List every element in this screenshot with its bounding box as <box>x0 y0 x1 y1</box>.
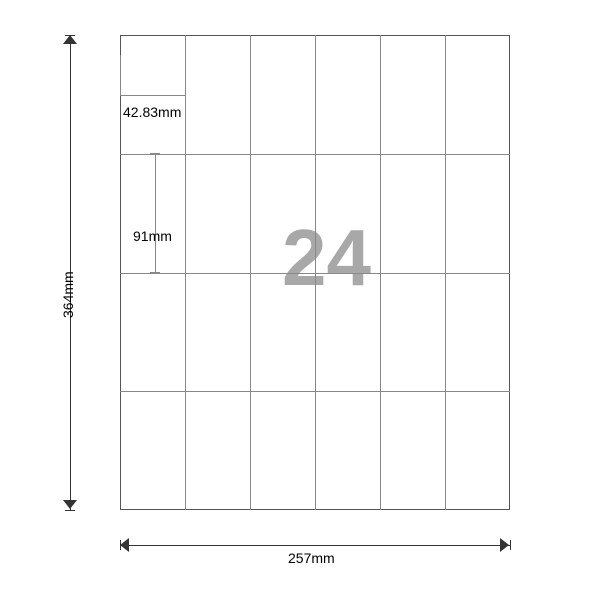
width-dim-arrow-left <box>120 538 129 552</box>
grid-row-line <box>120 391 510 392</box>
width-dim-tick-right <box>510 540 511 550</box>
cell-width-tick-top <box>120 95 185 96</box>
height-dim-tick-bottom <box>65 510 75 511</box>
width-dim-label: 257mm <box>288 550 335 566</box>
grid-row-line <box>120 154 510 155</box>
cell-width-tick-left <box>120 55 121 95</box>
height-dim-label: 364mm <box>60 271 76 318</box>
height-dim-arrow-top <box>63 35 77 44</box>
cell-count-label: 24 <box>282 212 371 304</box>
label-sheet-diagram: 42.83mm 91mm 24 364mm 257mm <box>0 0 600 600</box>
cell-height-label: 91mm <box>133 228 172 244</box>
cell-height-line <box>155 153 156 272</box>
cell-width-label: 42.83mm <box>123 104 181 120</box>
grid-row-line <box>120 273 510 274</box>
height-dim-arrow-bottom <box>63 500 77 509</box>
width-dim-line <box>120 545 510 546</box>
width-dim-arrow-right <box>500 538 509 552</box>
